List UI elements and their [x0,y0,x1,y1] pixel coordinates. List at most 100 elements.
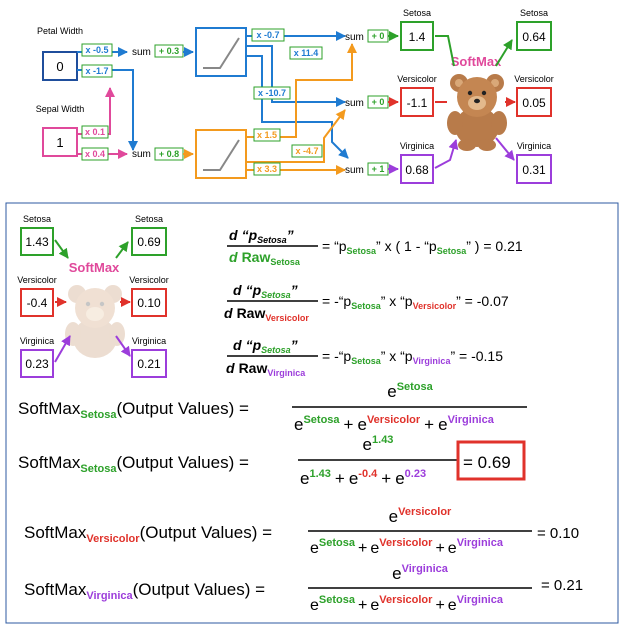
out-sum-virginica: sum [345,165,364,176]
mini-raw-virginica-box [20,349,54,378]
softmax-formula-virginica: SoftMaxVirginica(Output Values) = eVirgi… [24,563,583,614]
petal-width-input-box [42,51,78,81]
svg-text:eVersicolor: eVersicolor [389,506,452,526]
derivative-setosa-versicolor: d “pSetosa” d RawVersicolor = -“pSetosa” x… [224,282,509,323]
mini-p-virginica-box [131,349,167,378]
derivative-setosa-virginica: d “pSetosa” d RawVirginica = -“pSetosa” x … [226,337,503,378]
mini-raw-versicolor-value: -0.4 [27,296,48,310]
svg-text:x -10.7: x -10.7 [258,88,286,98]
p-virginica-box [516,154,552,184]
mini-raw-setosa-value: 1.43 [25,235,49,249]
p-setosa-value: 0.64 [522,30,546,44]
p-setosa-label: Setosa [520,8,548,18]
derivation-panel [5,202,619,624]
weight-labels-hidden: x -0.7 x 11.4 x -10.7 x 1.5 x -4.7 x 3.3 [251,28,323,176]
svg-text:= -“pSetosa” x “pVirginica” =: = -“pSetosa” x “pVirginica” = -0.15 [322,348,503,366]
svg-text:x 1.5: x 1.5 [257,130,277,140]
svg-text:x 0.4: x 0.4 [85,149,105,159]
derivative-setosa-setosa: d “pSetosa” d RawSetosa = “pSetosa” x ( 1 … [227,227,523,267]
out-sum-versicolor: sum [345,98,364,109]
softmax-title-top: SoftMax [451,54,502,69]
result-highlight-box [456,440,526,481]
out-bias-versicolor: + 0 [372,97,385,107]
result-versicolor: = 0.10 [537,525,579,542]
petal-width-label: Petal Width [37,26,83,36]
raw-setosa-value: 1.4 [409,30,426,44]
raw-setosa-box [400,21,434,51]
svg-text:x -0.5: x -0.5 [85,45,108,55]
mini-raw-versicolor-box [20,288,54,317]
mini-raw-setosa-box [20,227,54,256]
svg-text:eVirginica: eVirginica [392,563,449,583]
svg-text:SoftMaxVirginica(Output Values: SoftMaxVirginica(Output Values) = [24,580,265,602]
mini-p-setosa-value: 0.69 [137,235,161,249]
result-setosa: = 0.69 [463,453,511,472]
mini-raw-versicolor-label: Versicolor [17,275,57,285]
svg-text:d“pSetosa”: d “pSetosa” [233,282,298,300]
mini-raw-setosa-label: Setosa [23,214,51,224]
p-versicolor-box [516,87,552,117]
petal-width-value: 0 [56,59,63,74]
raw-versicolor-label: Versicolor [397,74,437,84]
sepal-width-value: 1 [56,135,63,150]
p-virginica-label: Virginica [517,141,551,151]
out-sum-setosa: sum [345,32,364,43]
svg-text:= -“pSetosa” x “pVersicolor” =: = -“pSetosa” x “pVersicolor” = -0.07 [322,293,509,311]
softmax-formula-versicolor: SoftMaxVersicolor(Output Values) = eVers… [24,506,579,557]
hidden-bias-bot: + 0.8 [159,149,179,159]
svg-text:x -0.7: x -0.7 [256,30,279,40]
hidden-bias-top: + 0.3 [159,46,179,56]
raw-versicolor-value: -1.1 [407,96,428,110]
svg-text:x -4.7: x -4.7 [295,146,318,156]
svg-text:eSetosa: eSetosa [387,381,433,401]
mini-raw-virginica-value: 0.23 [25,357,49,371]
svg-text:x 0.1: x 0.1 [85,127,105,137]
svg-text:SoftMaxVersicolor(Output Value: SoftMaxVersicolor(Output Values) = [24,523,272,545]
result-virginica: = 0.21 [541,577,583,594]
raw-virginica-label: Virginica [400,141,434,151]
hidden-sum-bot: sum [132,149,151,160]
mini-p-virginica-value: 0.21 [137,357,161,371]
svg-text:SoftMaxSetosa(Output Values) =: SoftMaxSetosa(Output Values) = [18,399,249,421]
sepal-width-label: Sepal Width [36,104,85,114]
svg-text:e1.43: e1.43 [363,434,394,454]
svg-text:x 3.3: x 3.3 [257,164,277,174]
raw-versicolor-box [400,87,434,117]
out-bias-virginica: + 1 [372,164,385,174]
p-setosa-box [516,21,552,51]
p-virginica-value: 0.31 [522,163,546,177]
svg-text:x 11.4: x 11.4 [294,48,319,58]
mini-p-setosa-box [131,227,167,256]
mini-p-virginica-label: Virginica [132,336,166,346]
out-bias-setosa: + 0 [372,31,385,41]
svg-text:x -1.7: x -1.7 [85,66,108,76]
softmax-formula-setosa-numeric: SoftMaxSetosa(Output Values) = e1.43 e1.… [18,434,526,488]
svg-text:eSetosa+eVersicolor+eVirginica: eSetosa + eVersicolor + eVirginica [310,594,504,614]
svg-text:d“pSetosa”: d “pSetosa” [233,337,298,355]
mini-p-versicolor-label: Versicolor [129,275,169,285]
hidden-sum-top: sum [132,47,151,58]
raw-virginica-box [400,154,434,184]
mini-p-setosa-label: Setosa [135,214,163,224]
raw-virginica-value: 0.68 [405,163,429,177]
softmax-formula-setosa: SoftMaxSetosa(Output Values) = eSetosa e… [18,381,527,434]
svg-text:SoftMaxSetosa(Output Values) =: SoftMaxSetosa(Output Values) = [18,453,249,475]
svg-text:= “pSetosa” x ( 1 - “pSetosa”: = “pSetosa” x ( 1 - “pSetosa” ) = 0.21 [322,238,523,256]
p-versicolor-label: Versicolor [514,74,554,84]
sepal-width-input-box [42,127,78,157]
svg-text:eSetosa+eVersicolor+eVirginica: eSetosa + eVersicolor + eVirginica [294,414,495,434]
raw-setosa-label: Setosa [403,8,431,18]
weight-labels-input: x -0.5 x -1.7 x 0.1 x 0.4 [81,43,113,161]
svg-text:e1.43+e-0.4+e0.23: e1.43 + e-0.4 + e0.23 [300,468,426,488]
mini-raw-virginica-label: Virginica [20,336,54,346]
teddy-bear-icon [447,74,507,151]
mini-p-versicolor-value: 0.10 [137,296,161,310]
mini-p-versicolor-box [131,288,167,317]
svg-text:d“pSetosa”: d “pSetosa” [229,227,294,245]
p-versicolor-value: 0.05 [522,96,546,110]
svg-text:eSetosa+eVersicolor+eVirginica: eSetosa + eVersicolor + eVirginica [310,537,504,557]
